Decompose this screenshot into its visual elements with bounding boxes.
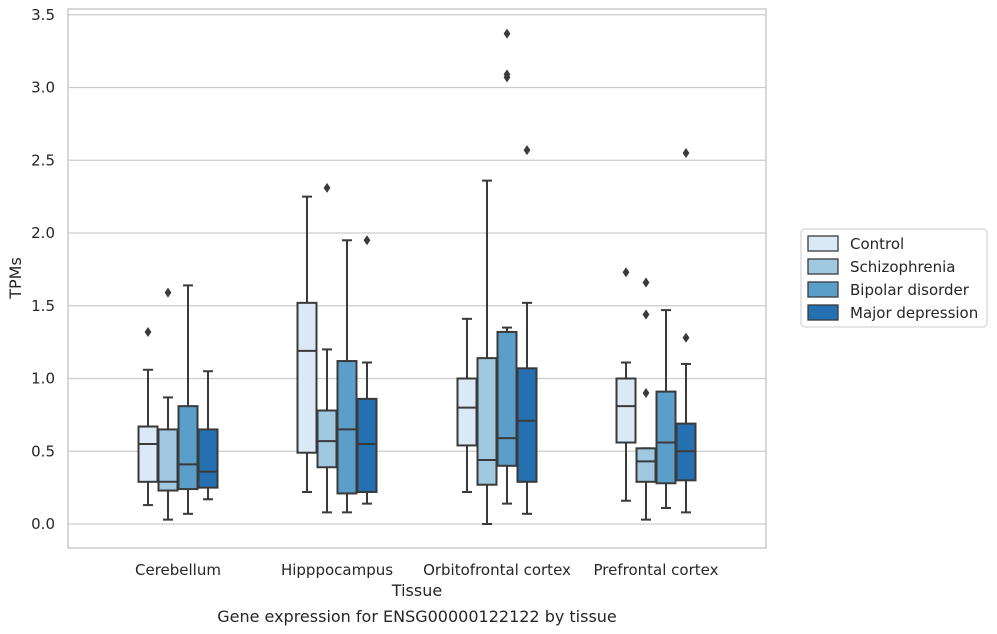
- box-body: [496, 330, 518, 467]
- boxes: [137, 28, 697, 525]
- box-control: [615, 267, 637, 502]
- box-bipolar-disorder: [336, 239, 358, 514]
- legend-swatch: [807, 258, 839, 275]
- box-schizophrenia: [635, 277, 657, 521]
- legend-label: Control: [850, 235, 904, 253]
- box-bipolar-disorder: [655, 309, 677, 509]
- legend-frame: [800, 228, 988, 328]
- outlier-point: [363, 235, 371, 246]
- outlier-point: [503, 28, 511, 39]
- y-tick-label: 0.5: [31, 442, 55, 460]
- box-body: [336, 360, 358, 495]
- box-control: [296, 195, 318, 493]
- y-tick-label: 1.5: [31, 297, 55, 315]
- box-schizophrenia: [476, 179, 498, 525]
- box-body: [615, 377, 637, 444]
- outlier-point: [523, 145, 531, 156]
- y-tick-label: 2.5: [31, 151, 55, 169]
- outlier-point: [503, 69, 511, 80]
- x-tick-label: Cerebellum: [135, 561, 221, 579]
- box-bipolar-disorder: [496, 28, 518, 505]
- legend-swatch: [807, 281, 839, 298]
- box-body: [456, 377, 478, 447]
- outlier-point: [642, 309, 650, 320]
- y-tick-label: 3.5: [31, 6, 55, 24]
- outlier-point: [682, 332, 690, 343]
- box-body: [655, 390, 677, 485]
- x-tick-label: Orbitofrontal cortex: [423, 561, 571, 579]
- box-body: [177, 405, 199, 491]
- y-axis-label: TPMs: [6, 257, 25, 300]
- legend-label: Bipolar disorder: [850, 281, 970, 299]
- x-tick-label: Prefrontal cortex: [594, 561, 719, 579]
- box-schizophrenia: [316, 182, 338, 514]
- outlier-point: [164, 287, 172, 298]
- box-body: [635, 447, 657, 483]
- box-major-depression: [356, 235, 378, 505]
- box-major-depression: [675, 147, 697, 514]
- box-body: [356, 397, 378, 493]
- y-tick-labels: 0.0 0.5 1.0 1.5 2.0 2.5 3.0 3.5: [31, 6, 55, 533]
- y-tick-label: 2.0: [31, 224, 55, 242]
- y-tick-label: 1.0: [31, 370, 55, 388]
- legend: Control Schizophrenia Bipolar disorder Majo…: [800, 228, 988, 328]
- x-tick-label: Hipppocampus: [281, 561, 393, 579]
- x-axis-label: Tissue: [391, 581, 442, 600]
- chart-caption: Gene expression for ENSG00000122122 by t…: [217, 607, 617, 626]
- outlier-point: [144, 326, 152, 337]
- y-tick-label: 3.0: [31, 79, 55, 97]
- box-body: [516, 367, 538, 483]
- legend-swatch: [807, 235, 839, 252]
- legend-swatch: [807, 304, 839, 321]
- box-body: [316, 409, 338, 469]
- box-major-depression: [516, 145, 538, 515]
- box-body: [476, 357, 498, 486]
- y-tick-label: 0.0: [31, 515, 55, 533]
- legend-label: Major depression: [850, 304, 978, 322]
- outlier-point: [642, 277, 650, 288]
- outlier-point: [622, 267, 630, 278]
- box-control: [137, 326, 159, 507]
- box-control: [456, 317, 478, 493]
- box-body: [296, 301, 318, 454]
- outlier-point: [682, 147, 690, 158]
- x-tick-labels: Cerebellum Hipppocampus Orbitofrontal cort…: [135, 561, 719, 579]
- legend-label: Schizophrenia: [850, 258, 955, 276]
- outlier-point: [323, 182, 331, 193]
- box-major-depression: [197, 370, 219, 501]
- box-body: [137, 425, 159, 483]
- box-body: [197, 428, 219, 489]
- outlier-point: [642, 388, 650, 399]
